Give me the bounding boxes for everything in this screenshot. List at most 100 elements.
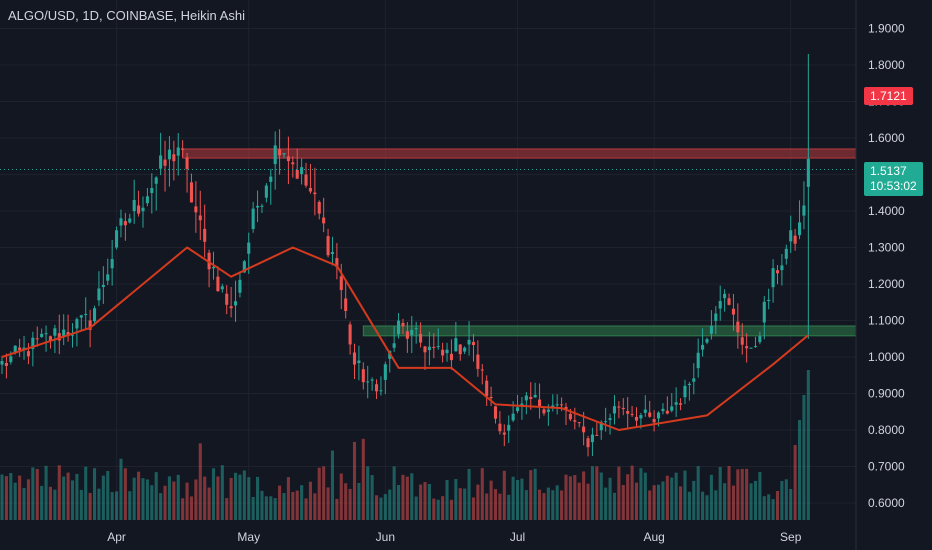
candle-body[interactable]: [520, 403, 524, 406]
candle-body[interactable]: [590, 434, 594, 443]
candle-body[interactable]: [709, 325, 713, 334]
candle-body[interactable]: [62, 329, 66, 337]
candle-body[interactable]: [489, 396, 493, 399]
candle-body[interactable]: [533, 394, 537, 398]
candle-body[interactable]: [317, 201, 321, 214]
candle-body[interactable]: [361, 369, 365, 383]
candle-body[interactable]: [251, 208, 255, 229]
candle-body[interactable]: [392, 343, 396, 348]
candle-body[interactable]: [758, 336, 762, 343]
candle-body[interactable]: [194, 206, 198, 213]
candle-body[interactable]: [189, 182, 194, 203]
candle-body[interactable]: [401, 322, 405, 327]
candle-body[interactable]: [604, 421, 608, 423]
candle-body[interactable]: [802, 205, 806, 216]
candle-body[interactable]: [498, 423, 502, 432]
candle-body[interactable]: [352, 352, 357, 365]
candle-body[interactable]: [507, 424, 511, 431]
candle-body[interactable]: [736, 321, 740, 333]
candle-body[interactable]: [198, 215, 202, 221]
candle-body[interactable]: [269, 176, 273, 182]
candle-body[interactable]: [176, 147, 180, 156]
candle-body[interactable]: [652, 419, 656, 423]
candle-body[interactable]: [4, 362, 8, 366]
candle-body[interactable]: [705, 339, 709, 343]
candle-body[interactable]: [797, 222, 802, 236]
candle-body[interactable]: [119, 218, 123, 226]
candle-body[interactable]: [775, 270, 780, 274]
candle-body[interactable]: [789, 230, 793, 242]
candle-body[interactable]: [379, 390, 383, 392]
candle-body[interactable]: [13, 345, 17, 353]
candle-body[interactable]: [749, 347, 753, 349]
candle-body[interactable]: [599, 422, 603, 431]
candle-body[interactable]: [419, 333, 423, 343]
candle-body[interactable]: [216, 276, 220, 292]
candle-body[interactable]: [806, 158, 810, 187]
candle-body[interactable]: [648, 412, 652, 417]
candle-body[interactable]: [295, 169, 299, 179]
candle-body[interactable]: [326, 236, 330, 256]
candle-body[interactable]: [145, 196, 149, 204]
candle-body[interactable]: [92, 308, 97, 322]
candle-body[interactable]: [339, 276, 343, 291]
candle-body[interactable]: [44, 333, 48, 335]
candle-body[interactable]: [0, 360, 4, 365]
candle-body[interactable]: [9, 356, 13, 363]
candle-body[interactable]: [374, 384, 379, 392]
candle-body[interactable]: [66, 332, 70, 336]
candle-body[interactable]: [727, 298, 731, 305]
candle-body[interactable]: [784, 248, 788, 259]
candle-body[interactable]: [595, 434, 599, 436]
candle-body[interactable]: [661, 408, 665, 412]
candle-body[interactable]: [445, 349, 449, 354]
candle-body[interactable]: [745, 346, 749, 349]
candle-body[interactable]: [154, 177, 158, 184]
candle-body[interactable]: [529, 396, 533, 400]
candle-body[interactable]: [357, 360, 361, 363]
candle-body[interactable]: [128, 218, 132, 223]
candle-body[interactable]: [696, 352, 700, 369]
candle-body[interactable]: [643, 409, 647, 413]
candle-body[interactable]: [701, 344, 705, 350]
candle-body[interactable]: [88, 320, 92, 330]
candle-body[interactable]: [480, 369, 484, 371]
candle-body[interactable]: [683, 385, 687, 398]
candle-body[interactable]: [423, 346, 427, 353]
candle-body[interactable]: [560, 404, 564, 406]
candle-body[interactable]: [753, 346, 758, 348]
candle-body[interactable]: [291, 162, 295, 165]
candle-body[interactable]: [485, 380, 489, 397]
candle-body[interactable]: [26, 351, 30, 357]
candle-body[interactable]: [454, 338, 458, 352]
candle-body[interactable]: [35, 338, 39, 340]
candle-body[interactable]: [449, 353, 453, 361]
candle-body[interactable]: [79, 315, 83, 318]
candle-body[interactable]: [163, 159, 167, 166]
candle-body[interactable]: [542, 409, 546, 414]
time-axis[interactable]: Apr May Jun Jul Aug Sep: [107, 530, 801, 544]
candle-body[interactable]: [538, 399, 542, 407]
candle-body[interactable]: [335, 258, 339, 268]
candle-body[interactable]: [471, 341, 476, 346]
candle-body[interactable]: [300, 167, 304, 175]
candle-body[interactable]: [48, 336, 53, 341]
candle-body[interactable]: [441, 349, 445, 356]
candle-body[interactable]: [639, 415, 643, 419]
candle-body[interactable]: [427, 346, 431, 351]
candle-body[interactable]: [115, 230, 119, 248]
candle-body[interactable]: [476, 354, 480, 369]
candle-body[interactable]: [687, 383, 691, 386]
candle-body[interactable]: [634, 416, 639, 421]
candle-body[interactable]: [771, 268, 775, 288]
candlesticks[interactable]: [0, 54, 810, 457]
candle-body[interactable]: [75, 319, 79, 329]
candle-body[interactable]: [383, 364, 387, 380]
candle-body[interactable]: [458, 344, 462, 355]
candle-body[interactable]: [582, 426, 586, 433]
candle-body[interactable]: [167, 149, 171, 160]
candle-body[interactable]: [780, 265, 784, 271]
candle-body[interactable]: [150, 188, 154, 193]
candle-body[interactable]: [322, 217, 326, 224]
